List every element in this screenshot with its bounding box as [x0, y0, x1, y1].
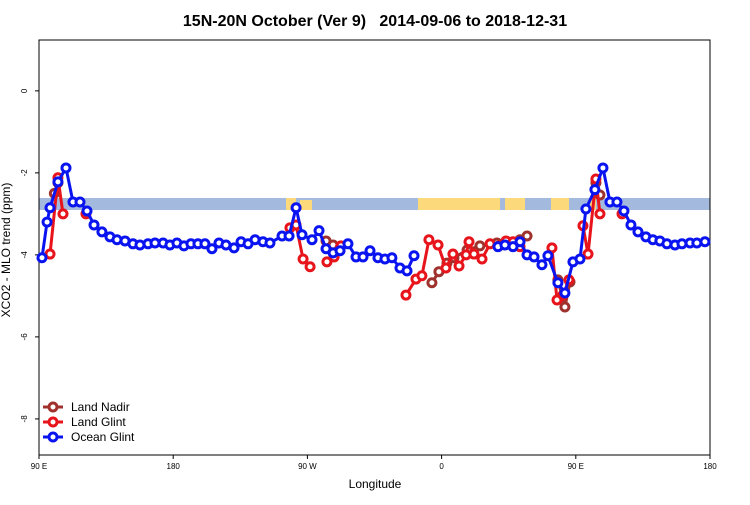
data-point	[52, 176, 64, 188]
data-point	[552, 277, 564, 289]
series-line	[581, 178, 602, 255]
legend-label: Ocean Glint	[71, 430, 135, 444]
data-point	[297, 253, 309, 265]
data-point	[296, 229, 308, 241]
x-tick-label: 180	[167, 462, 181, 471]
ocean-band	[39, 198, 710, 210]
data-point	[521, 230, 533, 242]
y-axis-label: XCO2 - MLO trend (ppm)	[0, 183, 13, 318]
data-point	[321, 256, 333, 268]
x-tick-label: 180	[703, 462, 717, 471]
data-point	[582, 248, 594, 260]
data-point	[41, 216, 53, 228]
data-point	[514, 236, 526, 248]
data-point	[283, 230, 295, 242]
data-point	[306, 234, 318, 246]
land-patch	[300, 200, 312, 210]
data-point	[199, 238, 211, 250]
x-tick-label: 90 W	[298, 462, 317, 471]
x-axis-label: Longitude	[349, 477, 402, 491]
series	[36, 162, 711, 299]
data-point	[423, 234, 435, 246]
data-point	[463, 236, 475, 248]
data-point	[589, 184, 601, 196]
data-point	[386, 252, 398, 264]
data-point	[60, 162, 72, 174]
data-point	[594, 208, 606, 220]
data-point	[546, 242, 558, 254]
data-point	[96, 226, 108, 238]
legend-label: Land Glint	[71, 415, 126, 429]
data-point	[228, 242, 240, 254]
legend-swatch-marker	[47, 416, 59, 428]
x-tick-label: 90 E	[568, 462, 584, 471]
data-point	[264, 237, 276, 249]
data-point	[440, 262, 452, 274]
data-point	[468, 248, 480, 260]
data-point	[574, 253, 586, 265]
data-point	[611, 196, 623, 208]
data-point	[334, 245, 346, 257]
data-point	[597, 162, 609, 174]
data-point	[400, 289, 412, 301]
data-point	[36, 252, 48, 264]
y-tick-label: -4	[20, 251, 29, 259]
data-point	[290, 202, 302, 214]
x-tick-label: 0	[439, 462, 444, 471]
data-point	[559, 287, 571, 299]
data-point	[580, 203, 592, 215]
data-point	[81, 205, 93, 217]
series-line	[497, 162, 706, 297]
land-patch	[551, 198, 569, 210]
data-point	[528, 251, 540, 263]
data-point	[401, 265, 413, 277]
data-point	[559, 301, 571, 313]
x-tick-label: 90 E	[31, 462, 47, 471]
data-point	[474, 240, 486, 252]
land-patch	[505, 198, 525, 210]
y-tick-label: -8	[20, 415, 29, 423]
data-point	[447, 248, 459, 260]
chart-title: 15N-20N October (Ver 9) 2014-09-06 to 20…	[183, 13, 567, 30]
legend-swatch-marker	[47, 431, 59, 443]
data-point	[57, 208, 69, 220]
data-point	[618, 205, 630, 217]
data-point	[206, 243, 218, 255]
data-point	[357, 251, 369, 263]
data-point	[416, 270, 428, 282]
plot-frame	[38, 39, 711, 456]
data-point	[432, 239, 444, 251]
y-tick-label: -2	[20, 169, 29, 177]
data-point	[625, 219, 637, 231]
data-point	[699, 236, 711, 248]
data-point	[453, 260, 465, 272]
y-tick-label: 0	[20, 88, 29, 93]
data-point	[304, 261, 316, 273]
land-patch	[418, 198, 500, 210]
data-point	[408, 250, 420, 262]
land-mask-band	[39, 198, 710, 210]
land-patch	[286, 198, 296, 210]
data-point	[426, 277, 438, 289]
data-point	[74, 196, 86, 208]
data-point	[313, 225, 325, 237]
data-point	[632, 226, 644, 238]
legend-label: Land Nadir	[71, 400, 130, 414]
data-point	[476, 253, 488, 265]
data-point	[542, 250, 554, 262]
data-point	[44, 202, 56, 214]
data-point	[364, 245, 376, 257]
legend-swatch-marker	[47, 401, 59, 413]
data-point	[88, 219, 100, 231]
data-point	[536, 259, 548, 271]
data-point	[507, 241, 519, 253]
y-tick-label: -6	[20, 333, 29, 341]
data-point	[342, 238, 354, 250]
